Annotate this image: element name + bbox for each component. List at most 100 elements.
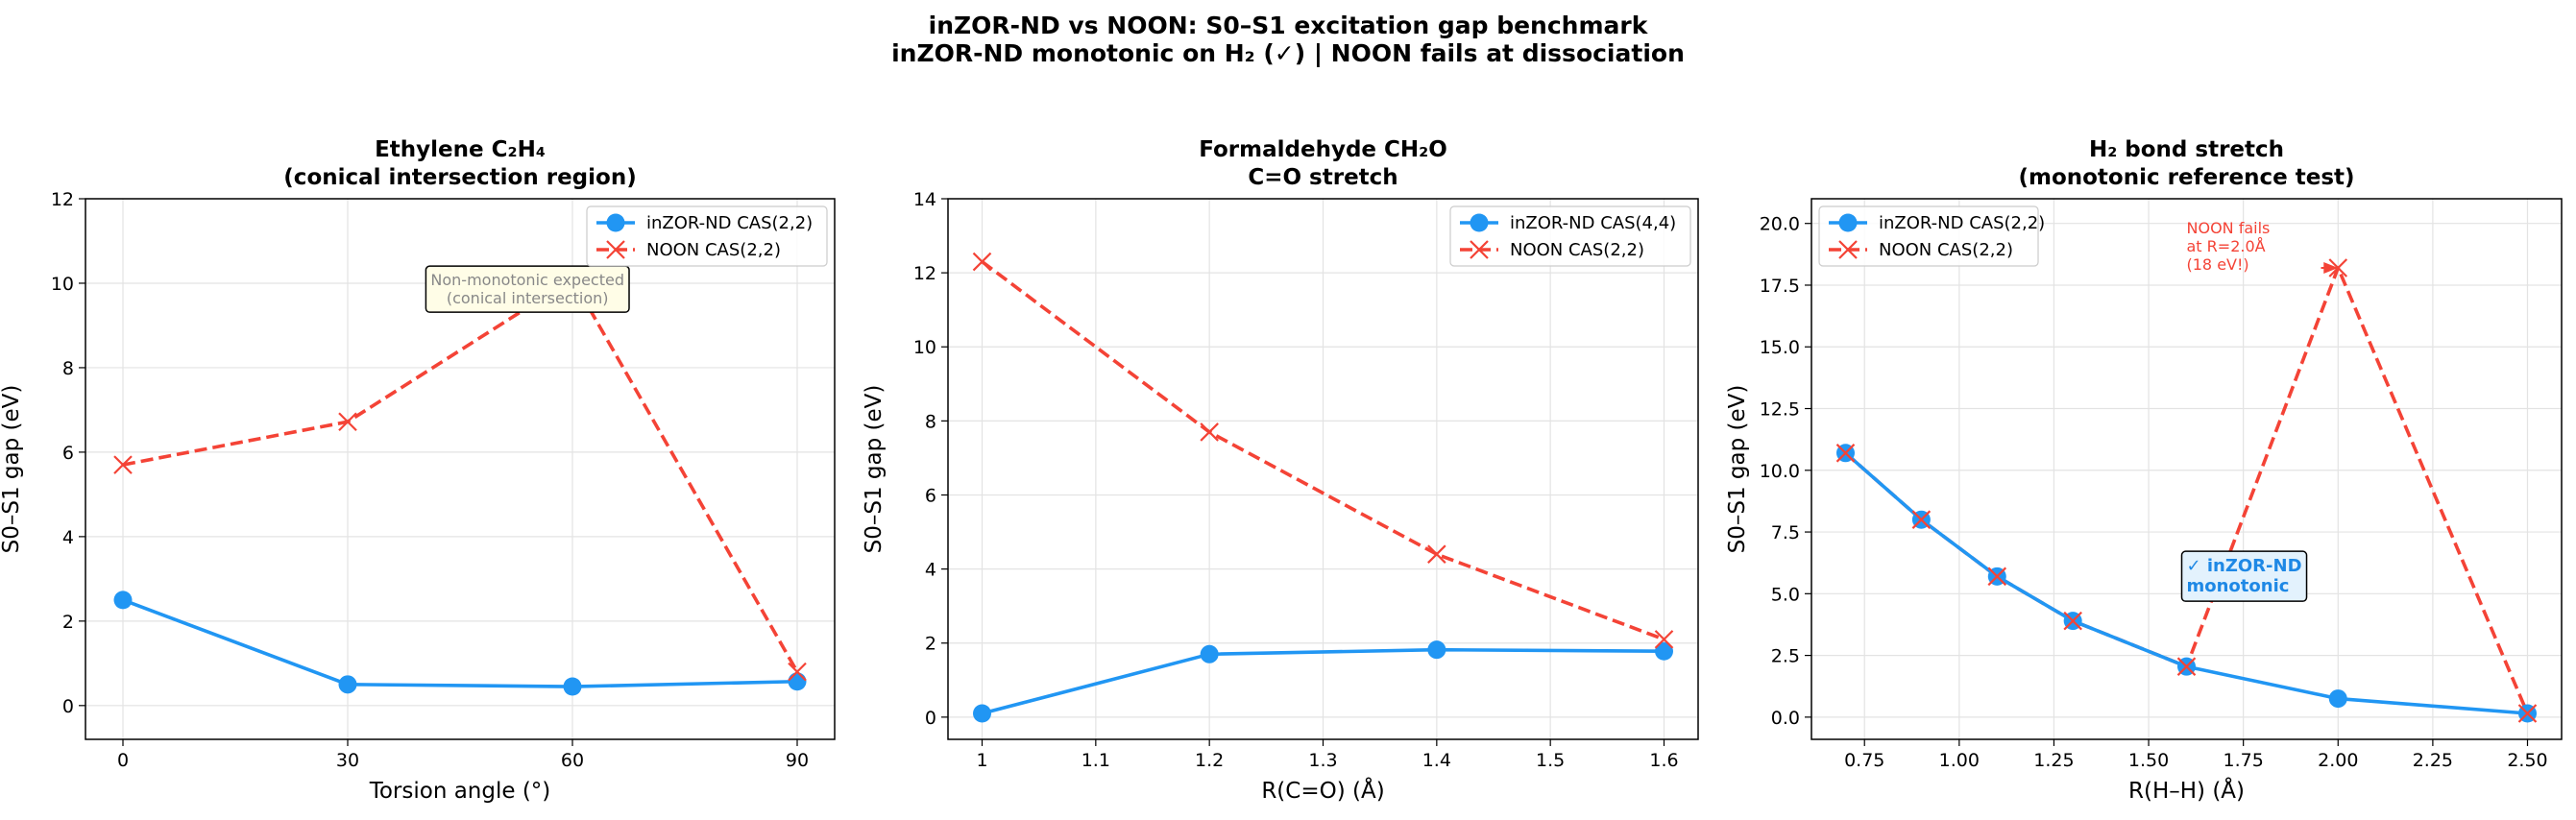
y-tick-label: 17.5 [1760, 276, 1800, 297]
legend-label: NOON CAS(2,2) [1879, 240, 2013, 260]
chart-panel-3: 0.75 1.00 1.25 1.50 1.75 2.00 2.25 2.50 0.0 2.5 5.… [1725, 137, 2563, 804]
legend-marker [606, 240, 625, 259]
y-tick-label: 15.0 [1760, 337, 1800, 358]
legend-marker [1470, 240, 1489, 259]
data-point [2176, 657, 2197, 676]
x-tick-label: 1.00 [1939, 750, 1980, 771]
y-tick-label: 6 [62, 443, 74, 464]
chart-title: Ethylene C₂H₄ [375, 137, 546, 162]
x-axis-label: R(H–H) (Å) [2128, 777, 2245, 804]
y-tick-label: 10 [913, 337, 936, 358]
x-tick-label: 90 [786, 750, 809, 771]
data-point [563, 677, 582, 696]
legend-label: inZOR-ND CAS(2,2) [1879, 213, 2045, 233]
data-point [338, 412, 357, 432]
annotation-text: (conical intersection) [447, 289, 609, 307]
figure-suptitle: inZOR-ND vs NOON: S0–S1 excitation gap b… [929, 12, 1649, 39]
data-point [2328, 258, 2348, 277]
y-tick-label: 12.5 [1760, 399, 1800, 421]
data-point [788, 662, 807, 682]
x-tick-label: 30 [336, 750, 359, 771]
y-tick-label: 5.0 [1771, 584, 1800, 605]
legend-frame [1818, 205, 2039, 267]
data-point [1427, 640, 1446, 660]
data-point [2328, 689, 2347, 709]
data-point [2517, 704, 2538, 723]
annotation-1: Non-monotonic expected(conical intersect… [425, 265, 630, 313]
series-line [982, 647, 1665, 715]
data-point [338, 675, 357, 694]
y-tick-label: 8 [62, 358, 74, 379]
plot-frame [85, 198, 836, 740]
data-point [113, 455, 133, 474]
y-tick-label: 0 [62, 696, 74, 717]
legend: inZOR-ND CAS(2,2) NOON CAS(2,2) [1818, 205, 2045, 267]
legend-marker [606, 213, 625, 232]
figure-suptitle-line2: inZOR-ND monotonic on H₂ (✓) | NOON fail… [891, 39, 1685, 67]
data-point [972, 252, 992, 272]
chart-panel-2: 1 1.1 1.2 1.3 1.4 1.5 1.6 0 2 4 6 8 10 12 14 Formaldehy… [862, 137, 1699, 804]
data-point [1427, 544, 1446, 564]
y-axis-label: S0–S1 gap (eV) [0, 385, 24, 554]
series-line [981, 260, 1665, 641]
annotation-text: NOON fails [2187, 219, 2271, 237]
data-point [1835, 444, 1856, 463]
x-tick-label: 2.00 [2318, 750, 2358, 771]
x-tick-label: 1.5 [1536, 750, 1565, 771]
chart-title-line2: C=O stretch [1248, 165, 1397, 190]
y-tick-label: 6 [925, 485, 936, 506]
y-axis-label: S0–S1 gap (eV) [1725, 385, 1750, 554]
data-point [1200, 644, 1219, 663]
data-point [2063, 611, 2082, 631]
y-tick-label: 4 [62, 527, 74, 548]
legend-label: inZOR-ND CAS(2,2) [646, 213, 813, 233]
y-tick-label: 8 [925, 411, 936, 432]
data-point [788, 672, 807, 691]
annotation-text: (18 eV!) [2187, 255, 2249, 274]
legend: inZOR-ND CAS(4,4) NOON CAS(2,2) [1449, 205, 1691, 267]
annotation-box [425, 265, 630, 313]
x-tick-label: 60 [561, 750, 584, 771]
x-tick-label: 1.75 [2224, 750, 2264, 771]
chart-title-line2: (conical intersection region) [283, 165, 636, 190]
series-line [122, 277, 799, 673]
plot-frame [947, 198, 1699, 740]
data-point [1987, 567, 2007, 587]
x-axis-label: R(C=O) (Å) [1261, 777, 1384, 804]
x-tick-label: 2.50 [2507, 750, 2547, 771]
x-tick-label: 1.6 [1649, 750, 1678, 771]
y-tick-label: 10 [51, 274, 74, 295]
chart-panel-1: 0 30 60 90 0 2 4 6 8 10 12 Ethylene C₂H₄ (conical in… [0, 137, 836, 804]
annotation-text: monotonic [2187, 576, 2290, 596]
x-axis-label: Torsion angle (°) [369, 779, 551, 804]
annotation-text: Non-monotonic expected [430, 271, 624, 289]
y-tick-label: 2 [925, 634, 936, 655]
plot-frame [1810, 198, 2563, 740]
y-tick-label: 12 [913, 263, 936, 284]
legend-label: NOON CAS(2,2) [646, 240, 781, 260]
annotation-box [2180, 550, 2308, 602]
y-tick-label: 12 [51, 189, 74, 210]
data-point [973, 704, 991, 723]
y-tick-label: 10.0 [1760, 461, 1800, 482]
legend-marker [1838, 213, 1858, 232]
x-tick-label: 1 [976, 750, 987, 771]
data-point [1200, 422, 1219, 442]
chart-title: Formaldehyde CH₂O [1199, 137, 1447, 162]
y-axis-label: S0–S1 gap (eV) [862, 385, 887, 554]
legend: inZOR-ND CAS(2,2) NOON CAS(2,2) [586, 205, 828, 267]
data-point [1654, 630, 1674, 649]
y-tick-label: 2 [62, 612, 74, 633]
y-tick-label: 20.0 [1760, 214, 1800, 235]
y-tick-label: 14 [913, 189, 936, 210]
annotation-text: at R=2.0Å [2187, 237, 2266, 255]
y-tick-label: 0.0 [1771, 708, 1800, 729]
x-tick-label: 0.75 [1844, 750, 1884, 771]
x-tick-label: 2.25 [2413, 750, 2453, 771]
x-tick-label: 1.1 [1081, 750, 1110, 771]
series-line [1844, 266, 2530, 714]
